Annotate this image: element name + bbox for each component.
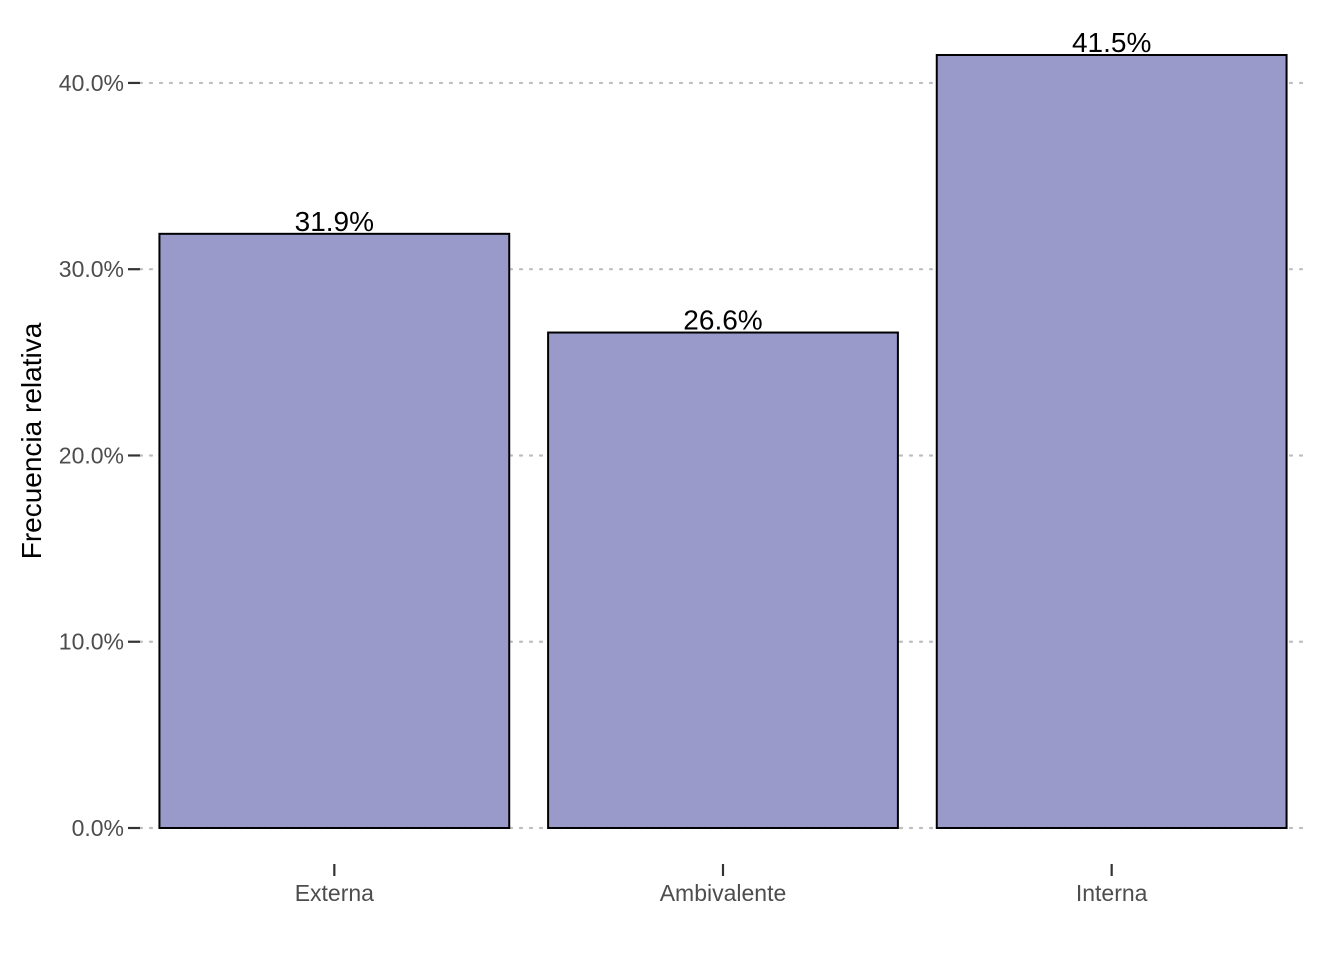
y-tick-label: 30.0% (59, 256, 124, 282)
y-tick-label: 40.0% (59, 70, 124, 96)
y-axis-label: Frecuencia relativa (16, 322, 47, 559)
bar-ambivalente (547, 331, 899, 829)
data-label: 41.5% (1072, 27, 1151, 58)
y-tick-label: 20.0% (59, 442, 124, 468)
data-label: 26.6% (683, 305, 762, 336)
x-tick-label: Ambivalente (660, 880, 787, 906)
data-label: 31.9% (295, 206, 374, 237)
y-tick-label: 0.0% (72, 815, 124, 841)
x-tick-label: Externa (295, 880, 374, 906)
axes: 0.0% 10.0% 20.0% 30.0% 40.0% Externa Ambivalen… (59, 70, 1148, 906)
bars (158, 54, 1288, 829)
x-tick-label: Interna (1076, 880, 1148, 906)
bar-interna (935, 54, 1288, 829)
y-tick-label: 10.0% (59, 629, 124, 655)
data-labels: 31.9% 26.6% 41.5% (295, 27, 1152, 336)
bar-externa (158, 232, 511, 829)
